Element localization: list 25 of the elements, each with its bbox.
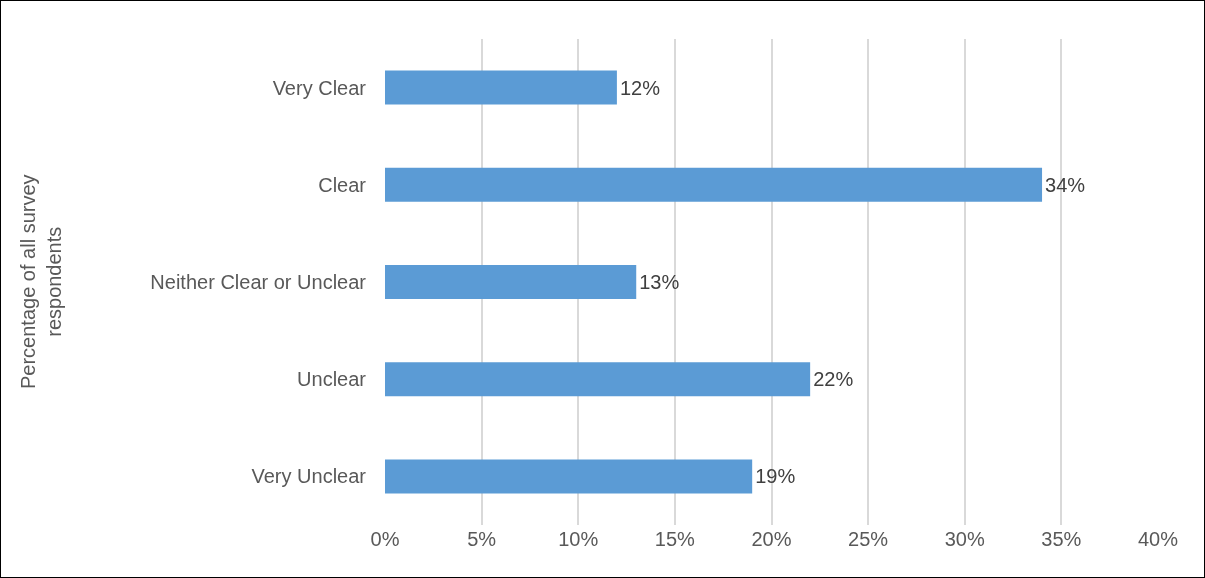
bar	[385, 362, 811, 397]
bar	[385, 167, 1043, 202]
data-label: 19%	[755, 465, 796, 488]
bar	[385, 264, 637, 300]
x-tick-label: 5%	[467, 528, 497, 550]
data-label: 22%	[813, 368, 854, 391]
y-tick-label: Very Clear	[272, 76, 367, 99]
x-tick-label: 30%	[944, 528, 985, 550]
x-tick-label: 25%	[848, 528, 889, 550]
y-tick-label: Clear	[318, 173, 367, 196]
x-tick-label: 15%	[654, 528, 696, 550]
x-tick-label: 10%	[558, 528, 599, 550]
y-axis-title: Percentage of all survey respondents	[17, 174, 66, 390]
y-tick-label: Neither Clear or Unclear	[150, 271, 367, 293]
data-label: 34%	[1045, 173, 1086, 196]
data-label: 13%	[639, 271, 680, 293]
x-tick-label: 35%	[1041, 528, 1082, 550]
x-tick-label: 20%	[751, 528, 792, 550]
bar	[385, 459, 753, 494]
y-tick-label: Very Unclear	[251, 465, 367, 488]
x-tick-label: 40%	[1137, 528, 1179, 550]
data-label: 12%	[619, 76, 661, 99]
x-tick-label: 0%	[370, 528, 400, 550]
bar	[385, 70, 617, 105]
y-tick-label: Unclear	[297, 368, 367, 391]
